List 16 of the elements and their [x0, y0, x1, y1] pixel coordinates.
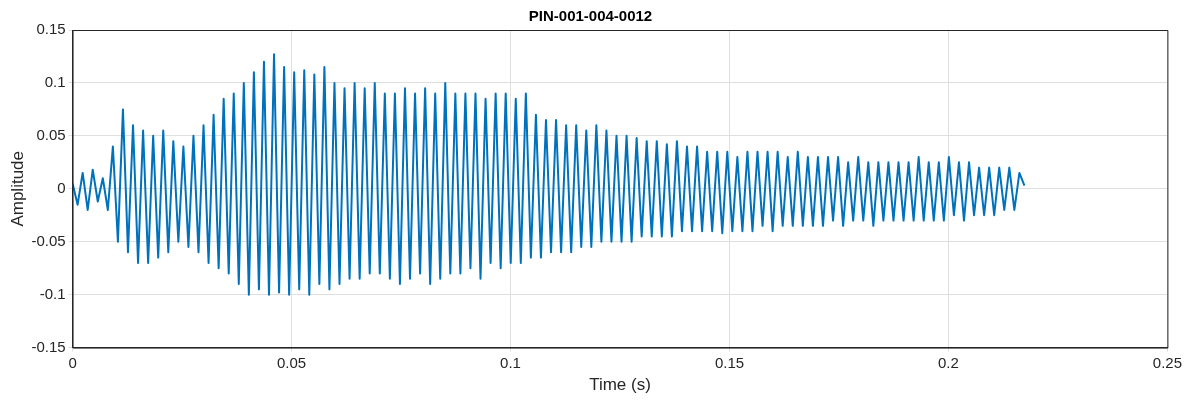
y-tick-label: 0.15	[36, 20, 66, 38]
y-tick-label: 0.1	[44, 73, 66, 91]
x-tick-label: 0.15	[714, 353, 745, 371]
y-tick-label: -0.1	[39, 284, 66, 302]
x-tick-label: 0.25	[1152, 353, 1182, 371]
y-tick-label: 0	[57, 178, 66, 196]
x-tick-label: 0.2	[938, 353, 959, 371]
chart-title: PIN-001-004-0012	[528, 7, 653, 25]
x-tick-label: 0.1	[500, 353, 521, 371]
x-tick-label: 0.05	[276, 353, 307, 371]
y-axis-title: Amplitude	[7, 151, 27, 227]
y-tick-label: 0.05	[36, 126, 66, 144]
y-tick-label: -0.05	[31, 231, 66, 249]
x-tick-label: 0	[68, 353, 77, 371]
y-tick-label: -0.15	[31, 337, 66, 355]
x-axis-title: Time (s)	[589, 375, 651, 395]
